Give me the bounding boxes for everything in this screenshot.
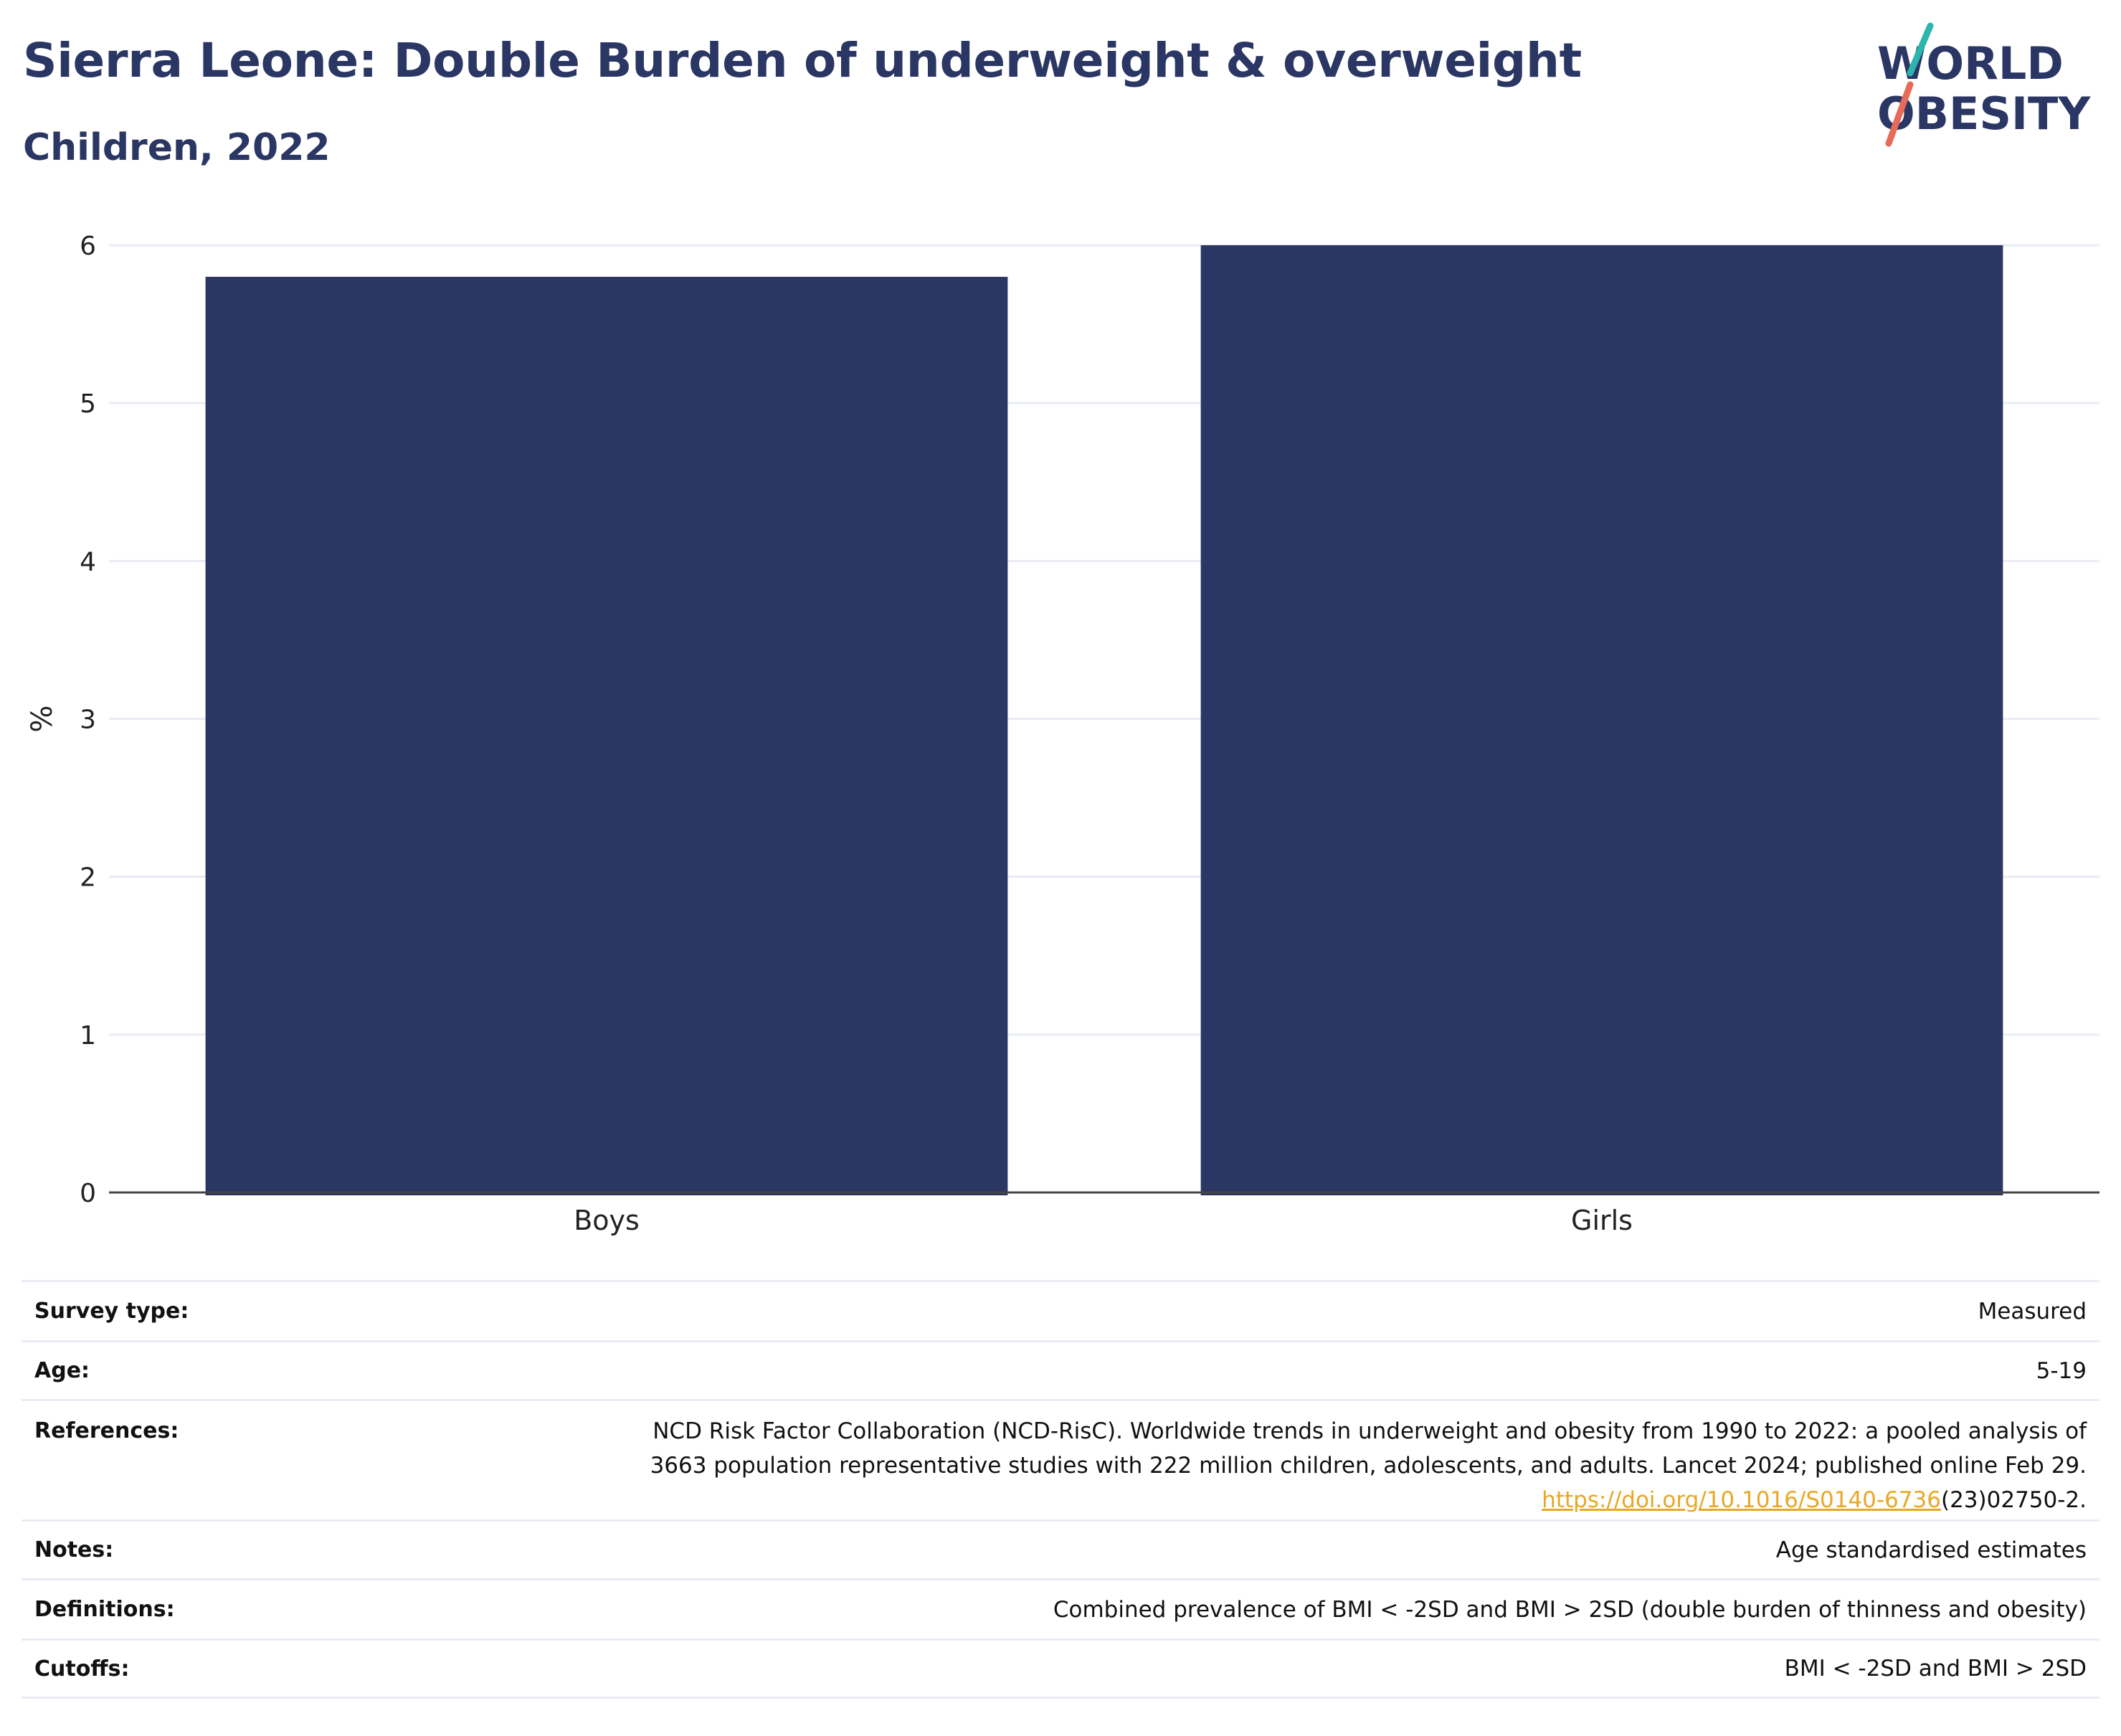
info-row-age: Age: 5-19 [22, 1340, 2099, 1399]
cutoffs-value: BMI < -2SD and BMI > 2SD [1784, 1656, 2087, 1682]
logo-coral-slash [1885, 81, 1914, 147]
notes-label: Notes: [34, 1537, 114, 1562]
y-tick-label: 4 [80, 547, 96, 577]
page-title: Sierra Leone: Double Burden of underweig… [23, 33, 1582, 88]
info-table: Survey type: Measured Age: 5-19 Referenc… [22, 1280, 2099, 1699]
y-tick-label: 6 [80, 232, 96, 261]
page-subtitle: Children, 2022 [23, 126, 331, 169]
survey-type-value: Measured [1978, 1298, 2087, 1324]
x-tick-label: Girls [1571, 1205, 1633, 1236]
age-label: Age: [34, 1358, 90, 1383]
age-value: 5-19 [2036, 1357, 2087, 1384]
y-tick-label: 1 [80, 1021, 96, 1050]
logo-word-obesity: OBESITY [1877, 87, 2091, 140]
x-tick-label: Boys [574, 1205, 640, 1236]
y-tick-label: 2 [80, 863, 96, 893]
bar-chart: 0 1 2 3 4 5 6 Boys Girls% [26, 232, 2099, 1236]
references-line-2: 3663 population representative studies w… [650, 1453, 2087, 1479]
info-row-notes: Notes: Age standardised estimates [22, 1519, 2099, 1578]
definitions-value: Combined prevalence of BMI < -2SD and BM… [1053, 1596, 2087, 1623]
survey-type-label: Survey type: [34, 1299, 189, 1324]
cutoffs-label: Cutoffs: [34, 1656, 130, 1682]
world-obesity-logo: WORLD OBESITY [1877, 22, 2091, 147]
y-tick-label: 3 [80, 706, 96, 735]
y-tick-label: 0 [80, 1179, 96, 1208]
notes-value: Age standardised estimates [1775, 1537, 2087, 1563]
info-row-survey-type: Survey type: Measured [22, 1280, 2099, 1340]
logo-teal-slash [1907, 22, 1934, 77]
bar [205, 277, 1008, 1195]
definitions-label: Definitions: [34, 1597, 175, 1622]
info-row-references: References: NCD Risk Factor Collaboratio… [22, 1399, 2099, 1519]
references-line-3: https://doi.org/10.1016/S0140-6736(23)02… [650, 1483, 2087, 1517]
references-doi-link[interactable]: https://doi.org/10.1016/S0140-6736 [1542, 1487, 1941, 1513]
info-row-cutoffs: Cutoffs: BMI < -2SD and BMI > 2SD [22, 1638, 2099, 1699]
y-tick-label: 5 [80, 389, 96, 419]
references-doi-suffix: (23)02750-2. [1940, 1487, 2087, 1513]
y-axis-label: % [26, 705, 59, 732]
references-label: References: [34, 1418, 179, 1443]
references-line-1: NCD Risk Factor Collaboration (NCD-RisC)… [653, 1418, 2087, 1444]
references-value: NCD Risk Factor Collaboration (NCD-RisC)… [650, 1414, 2087, 1517]
bar [1200, 245, 2003, 1195]
logo-word-world: WORLD [1877, 37, 2064, 90]
info-row-definitions: Definitions: Combined prevalence of BMI … [22, 1578, 2099, 1638]
